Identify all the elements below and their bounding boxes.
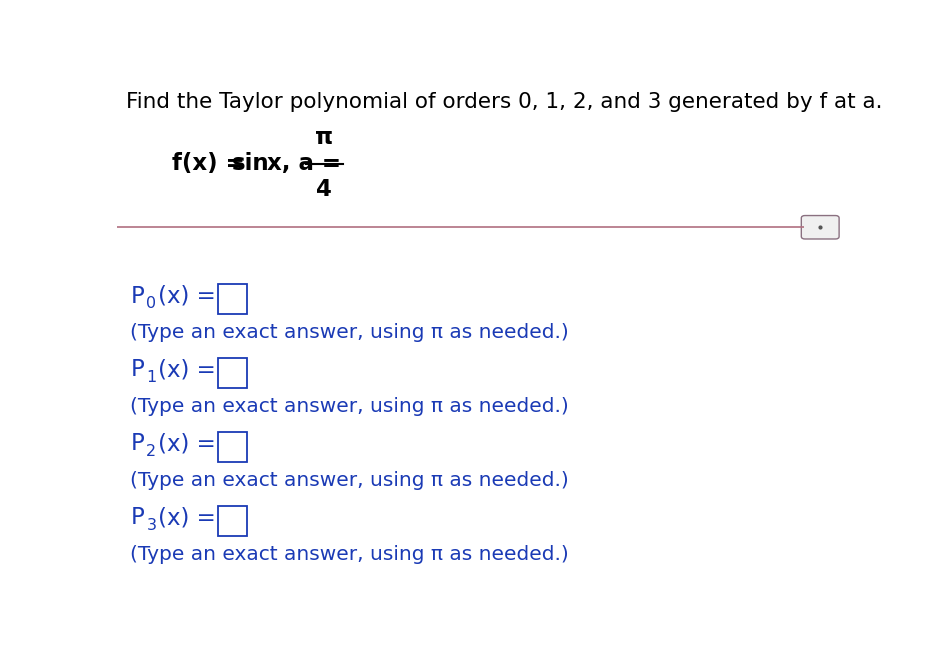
Text: P: P	[130, 359, 144, 381]
FancyBboxPatch shape	[218, 285, 247, 314]
FancyBboxPatch shape	[218, 506, 247, 536]
Text: 2: 2	[146, 444, 157, 459]
Text: 4: 4	[316, 177, 332, 201]
Text: (Type an exact answer, using π as needed.): (Type an exact answer, using π as needed…	[130, 471, 569, 490]
Text: π: π	[315, 126, 334, 148]
FancyBboxPatch shape	[801, 216, 840, 239]
Text: (x) =: (x) =	[158, 432, 216, 455]
FancyBboxPatch shape	[218, 432, 247, 462]
Text: P: P	[130, 285, 144, 308]
Text: P: P	[130, 432, 144, 455]
Text: (Type an exact answer, using π as needed.): (Type an exact answer, using π as needed…	[130, 545, 569, 564]
Text: sin: sin	[232, 152, 269, 175]
FancyBboxPatch shape	[218, 358, 247, 388]
Text: f(x) =: f(x) =	[172, 152, 252, 175]
Text: (Type an exact answer, using π as needed.): (Type an exact answer, using π as needed…	[130, 397, 569, 416]
Text: x, a =: x, a =	[259, 152, 341, 175]
Text: 1: 1	[146, 370, 157, 385]
Text: (Type an exact answer, using π as needed.): (Type an exact answer, using π as needed…	[130, 323, 569, 342]
Text: Find the Taylor polynomial of orders 0, 1, 2, and 3 generated by f at a.: Find the Taylor polynomial of orders 0, …	[126, 92, 883, 112]
Text: P: P	[130, 506, 144, 530]
Text: (x) =: (x) =	[158, 506, 216, 530]
Text: 0: 0	[146, 296, 157, 311]
Text: (x) =: (x) =	[158, 285, 216, 308]
Text: (x) =: (x) =	[158, 359, 216, 381]
Text: 3: 3	[146, 518, 157, 533]
